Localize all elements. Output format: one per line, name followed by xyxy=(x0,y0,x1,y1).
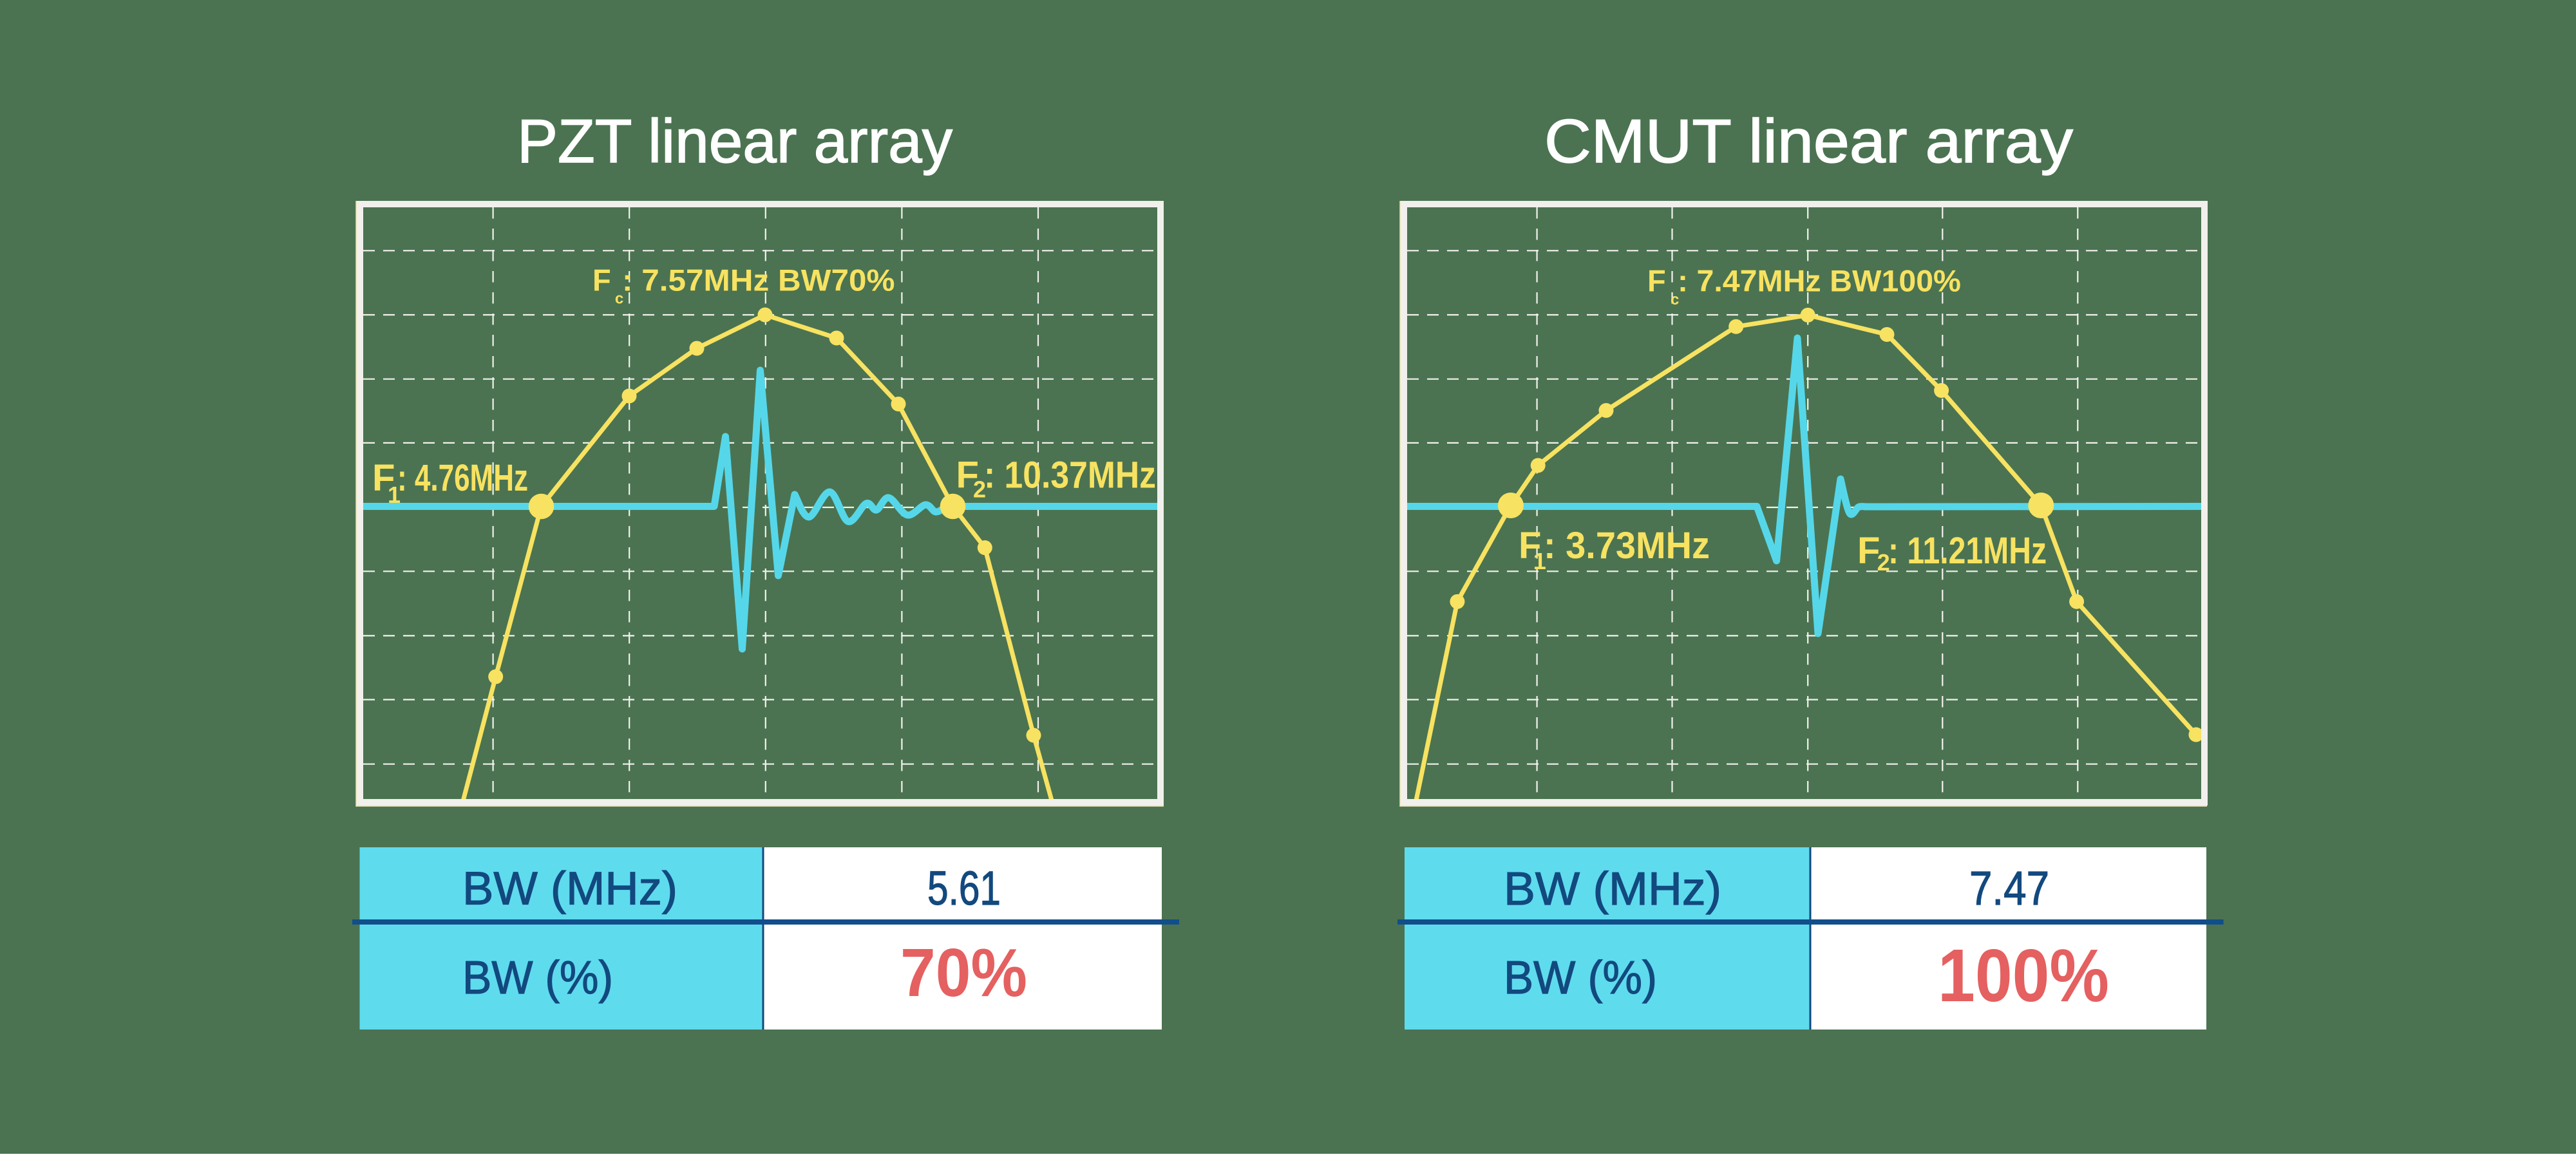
svg-text:CMUT linear array: CMUT linear array xyxy=(1544,107,2073,176)
svg-text:F: F xyxy=(1647,263,1666,297)
svg-text:BW (MHz): BW (MHz) xyxy=(1504,863,1721,915)
svg-text:BW (MHz): BW (MHz) xyxy=(462,863,677,915)
svg-text:1: 1 xyxy=(388,482,401,508)
svg-text:2: 2 xyxy=(1877,549,1890,576)
svg-text:F: F xyxy=(1857,530,1880,572)
svg-text:1: 1 xyxy=(1533,548,1546,574)
svg-text:: 7.57MHz BW70%: : 7.57MHz BW70% xyxy=(622,263,895,297)
svg-text:: 3.73MHz: : 3.73MHz xyxy=(1544,525,1710,567)
svg-text:2: 2 xyxy=(973,476,986,503)
svg-text:70%: 70% xyxy=(900,935,1027,1011)
svg-text:BW (%): BW (%) xyxy=(462,952,613,1004)
svg-text:F: F xyxy=(956,455,979,496)
svg-text:100%: 100% xyxy=(1938,934,2109,1017)
svg-text:: 10.37MHz: : 10.37MHz xyxy=(984,455,1156,496)
svg-text:5.61: 5.61 xyxy=(927,861,1001,915)
svg-text:: 11.21MHz: : 11.21MHz xyxy=(1888,530,2047,572)
svg-text:c: c xyxy=(1671,291,1679,308)
svg-text:: 4.76MHz: : 4.76MHz xyxy=(397,457,528,499)
svg-text:F: F xyxy=(372,457,395,499)
svg-text:BW (%): BW (%) xyxy=(1504,952,1657,1004)
svg-text:: 7.47MHz BW100%: : 7.47MHz BW100% xyxy=(1678,263,1961,297)
svg-text:F: F xyxy=(1519,525,1541,567)
svg-text:c: c xyxy=(615,290,623,308)
svg-text:7.47: 7.47 xyxy=(1969,861,2049,915)
svg-text:F: F xyxy=(592,263,611,297)
svg-text:PZT linear array: PZT linear array xyxy=(517,107,952,176)
